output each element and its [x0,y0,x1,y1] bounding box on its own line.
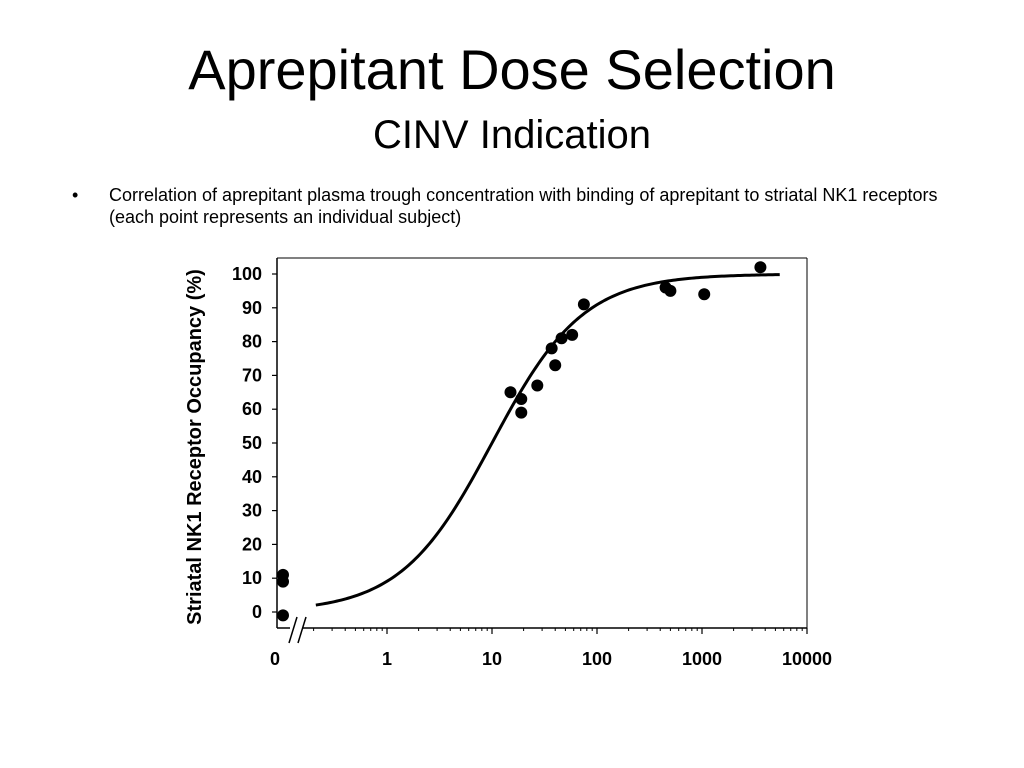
y-tick-label: 30 [242,501,262,521]
slide-subtitle: CINV Indication [373,113,651,157]
axis-break-mark [297,616,307,644]
y-tick-label: 0 [252,602,262,622]
x-tick-label: 0 [270,649,280,669]
axis-break-mark [288,616,298,644]
bullet-text: Correlation of aprepitant plasma trough … [109,185,938,227]
fitted-curve [315,273,780,607]
y-axis-label: Striatal NK1 Receptor Occupancy (%) [184,269,206,625]
data-point [549,359,562,372]
y-tick-label: 100 [232,264,262,284]
y-tick-label: 80 [242,332,262,352]
data-point [698,288,711,301]
data-point [277,609,289,622]
x-tick-label: 1000 [682,649,722,669]
data-point [754,261,767,274]
y-tick-label: 60 [242,399,262,419]
chart-axes [276,257,808,644]
x-tick-label: 100 [582,649,612,669]
x-tick-label: 10 [482,649,502,669]
y-tick-label: 40 [242,467,262,487]
y-tick-label: 10 [242,568,262,588]
y-tick-label: 20 [242,534,262,554]
data-point [566,328,579,341]
x-tick-label: 1 [382,649,392,669]
data-point [531,379,544,392]
data-points [277,261,767,622]
data-point [577,298,590,311]
data-point [664,284,677,297]
data-point [504,386,517,399]
y-tick-label: 90 [242,298,262,318]
bullet-marker: • [72,185,79,205]
data-point [555,332,568,345]
bullet-item: • Correlation of aprepitant plasma troug… [72,184,972,228]
y-tick-label: 50 [242,433,262,453]
bullet-list: • Correlation of aprepitant plasma troug… [72,184,972,228]
data-point [545,342,558,355]
y-tick-label: 70 [242,365,262,385]
slide-title: Aprepitant Dose Selection [188,38,836,101]
data-point [515,406,528,419]
x-tick-label: 10000 [782,649,832,669]
data-point [277,575,289,588]
data-point [515,393,528,406]
